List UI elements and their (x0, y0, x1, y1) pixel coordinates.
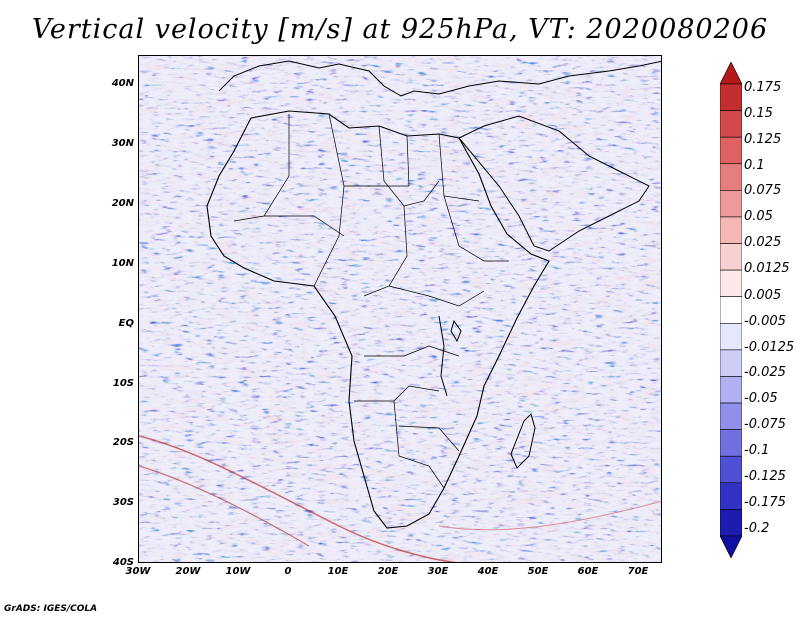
colorbar-segment (720, 402, 742, 430)
colorbar-segment (720, 429, 742, 457)
colorbar-label: 0.025 (744, 235, 782, 250)
madagascar-outline (510, 413, 536, 469)
colorbar-label: 0.1 (744, 158, 765, 173)
map-plot-area (138, 55, 662, 563)
ocean-streak-line (139, 435, 458, 562)
colorbar-label: -0.175 (744, 495, 786, 510)
colorbar-segment (720, 83, 742, 111)
arabia-coastline (458, 115, 650, 252)
lon-tick-label: 30W (125, 566, 151, 577)
lon-tick-label: 10W (225, 566, 251, 577)
lake-outline (450, 319, 462, 343)
colorbar-label: -0.025 (744, 365, 786, 380)
colorbar-label: 0.15 (744, 106, 773, 121)
colorbar-label: -0.1 (744, 443, 770, 458)
colorbar-segment (720, 376, 742, 404)
colorbar-segment (720, 296, 742, 324)
colorbar-segment (720, 269, 742, 298)
colorbar-label: 0.0125 (744, 261, 790, 276)
colorbar-segment (720, 110, 742, 138)
lon-tick-label: 0 (284, 566, 292, 577)
lon-tick-label: 70E (627, 566, 649, 577)
lon-tick-label: 30E (427, 566, 449, 577)
lat-tick-label: EQ (118, 318, 134, 329)
lon-tick-label: 40E (477, 566, 499, 577)
colorbar-segment (720, 455, 742, 484)
colorbar (720, 62, 742, 558)
colorbar-segment (720, 509, 742, 537)
lat-tick-label: 40N (111, 78, 134, 89)
colorbar-label: -0.125 (744, 469, 786, 484)
lat-tick-label: 40S (112, 557, 134, 568)
colorbar-segment (720, 482, 742, 510)
lon-tick-label: 20W (175, 566, 201, 577)
velocity-field-map (139, 56, 661, 562)
colorbar-segment (720, 216, 742, 244)
lat-tick-label: 30S (112, 497, 134, 508)
colorbar-label: 0.075 (744, 183, 782, 198)
colorbar-label: 0.005 (744, 288, 782, 303)
lon-tick-label: 60E (577, 566, 599, 577)
colorbar-segment (720, 190, 742, 218)
colorbar-label: -0.05 (744, 391, 778, 406)
colorbar-segment (720, 163, 742, 191)
lat-tick-label: 10N (111, 258, 134, 269)
lon-tick-label: 20E (377, 566, 399, 577)
lat-tick-label: 30N (111, 138, 134, 149)
colorbar-label: 0.05 (744, 209, 773, 224)
lat-tick-label: 20N (111, 198, 134, 209)
velocity-streak-layer (139, 56, 661, 562)
ocean-streak-line (139, 465, 310, 547)
colorbar-label: 0.125 (744, 132, 782, 147)
europe-outline (218, 60, 661, 97)
colorbar-segment (720, 349, 742, 377)
colorbar-label: -0.005 (744, 314, 786, 329)
ocean-streak-line (438, 501, 661, 531)
colorbar-label: -0.2 (744, 521, 770, 536)
lat-tick-label: 20S (112, 437, 134, 448)
colorbar-segment (720, 136, 742, 165)
africa-coastline (206, 110, 550, 529)
colorbar-label: -0.0125 (744, 340, 795, 355)
colorbar-label: -0.075 (744, 417, 786, 432)
colorbar-segment (720, 62, 742, 85)
lon-tick-label: 10E (327, 566, 349, 577)
lon-tick-label: 50E (527, 566, 549, 577)
colorbar-segment (720, 322, 742, 351)
lake-outline (438, 315, 448, 397)
colorbar-segment (720, 535, 742, 558)
colorbar-segment (720, 243, 742, 271)
lat-tick-label: 10S (112, 378, 134, 389)
colorbar-label: 0.175 (744, 80, 782, 95)
software-credit: GrADS: IGES/COLA (4, 604, 98, 614)
country-borders (233, 113, 509, 489)
chart-title: Vertical velocity [m/s] at 925hPa, VT: 2… (31, 14, 769, 45)
